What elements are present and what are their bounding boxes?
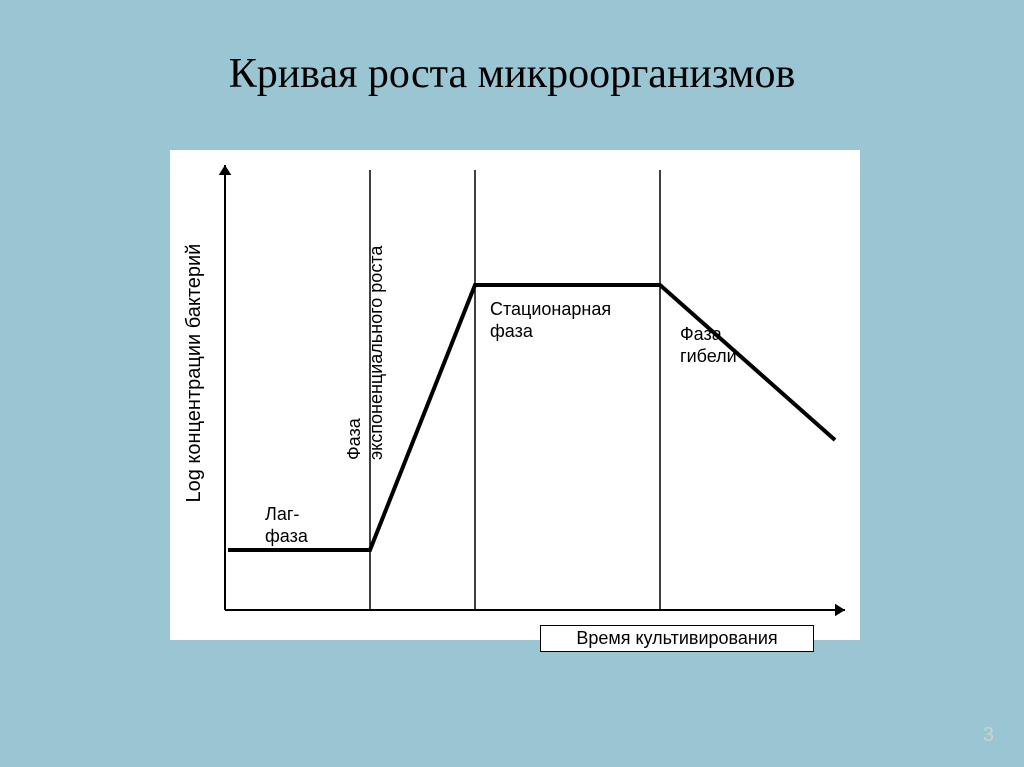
- phase-label-3-line-0: Фаза: [680, 324, 723, 344]
- phase-label-2-line-1: фаза: [490, 321, 534, 341]
- y-axis-label: Log концентрации бактерий: [183, 244, 205, 503]
- svg-text:экспоненциального роста: экспоненциального роста: [366, 245, 386, 460]
- phase-label-1: Фазаэкспоненциального роста: [344, 245, 386, 460]
- slide: Кривая роста микроорганизмов Log концент…: [0, 0, 1024, 767]
- phase-label-2-line-0: Стационарная: [490, 299, 611, 319]
- phase-label-0-line-0: Лаг-: [265, 504, 299, 524]
- slide-title: Кривая роста микроорганизмов: [0, 50, 1024, 98]
- growth-curve-chart: Log концентрации бактерийЛаг-фазаФазаэкс…: [170, 150, 860, 640]
- page-number: 3: [983, 724, 994, 747]
- phase-label-0-line-1: фаза: [265, 526, 309, 546]
- x-axis-label: Время культивирования: [540, 625, 814, 652]
- svg-text:Фаза: Фаза: [344, 417, 364, 460]
- chart-svg: Log концентрации бактерийЛаг-фазаФазаэкс…: [170, 150, 860, 640]
- phase-label-3-line-1: гибели: [680, 346, 737, 366]
